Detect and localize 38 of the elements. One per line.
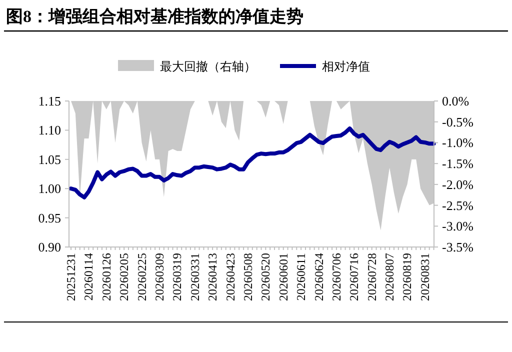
x-tick-label: 20260611 xyxy=(294,253,308,301)
x-tick-label: 20260601 xyxy=(276,253,290,301)
y-tick-label: 1.00 xyxy=(38,181,61,196)
x-tick-label: 20260520 xyxy=(258,253,273,301)
x-tick-label: 20260331 xyxy=(188,253,202,301)
legend-label: 最大回撤（右轴） xyxy=(160,60,256,74)
x-tick-label: 20260624 xyxy=(312,253,326,301)
x-tick-label: 20260319 xyxy=(170,253,184,301)
x-tick-label: 20260728 xyxy=(364,253,379,301)
y-tick-label: 1.15 xyxy=(38,94,61,108)
y2-tick-label: -1.5% xyxy=(442,156,474,172)
y-tick-label: 1.10 xyxy=(38,122,61,138)
y-tick-label: 0.90 xyxy=(38,240,61,254)
x-tick-label: 20260205 xyxy=(117,253,132,301)
x-tick-label: 20260831 xyxy=(418,253,432,301)
legend-label: 相对净值 xyxy=(322,60,370,74)
x-tick-label: 20251231 xyxy=(64,253,78,301)
x-tick-label: 20260413 xyxy=(206,253,220,301)
y-tick-label: 1.05 xyxy=(38,152,61,167)
x-tick-label: 20260807 xyxy=(382,253,397,301)
x-tick-label: 20260309 xyxy=(152,253,166,301)
x-tick-label: 20260819 xyxy=(400,253,414,301)
x-tick-label: 20260114 xyxy=(82,253,96,301)
x-tick-label: 20260126 xyxy=(99,253,114,301)
title: 图8：增强组合相对基准指数的净值走势 xyxy=(6,7,304,26)
y2-tick-label: -3.5% xyxy=(442,240,474,254)
y2-tick-label: -1.0% xyxy=(442,135,474,150)
x-tick-label: 20260508 xyxy=(240,253,255,301)
y-tick-label: 0.95 xyxy=(38,210,61,226)
x-tick-label: 20260716 xyxy=(347,253,362,301)
y2-tick-label: -0.5% xyxy=(442,114,474,130)
x-tick-label: 20260225 xyxy=(134,253,149,301)
y2-tick-label: -2.5% xyxy=(442,198,474,213)
x-tick-label: 20260706 xyxy=(329,253,344,301)
y2-tick-label: -3.0% xyxy=(442,218,474,234)
y2-tick-label: -2.0% xyxy=(442,176,474,192)
x-tick-label: 20260423 xyxy=(223,253,238,301)
y2-tick-label: 0.0% xyxy=(442,94,470,108)
